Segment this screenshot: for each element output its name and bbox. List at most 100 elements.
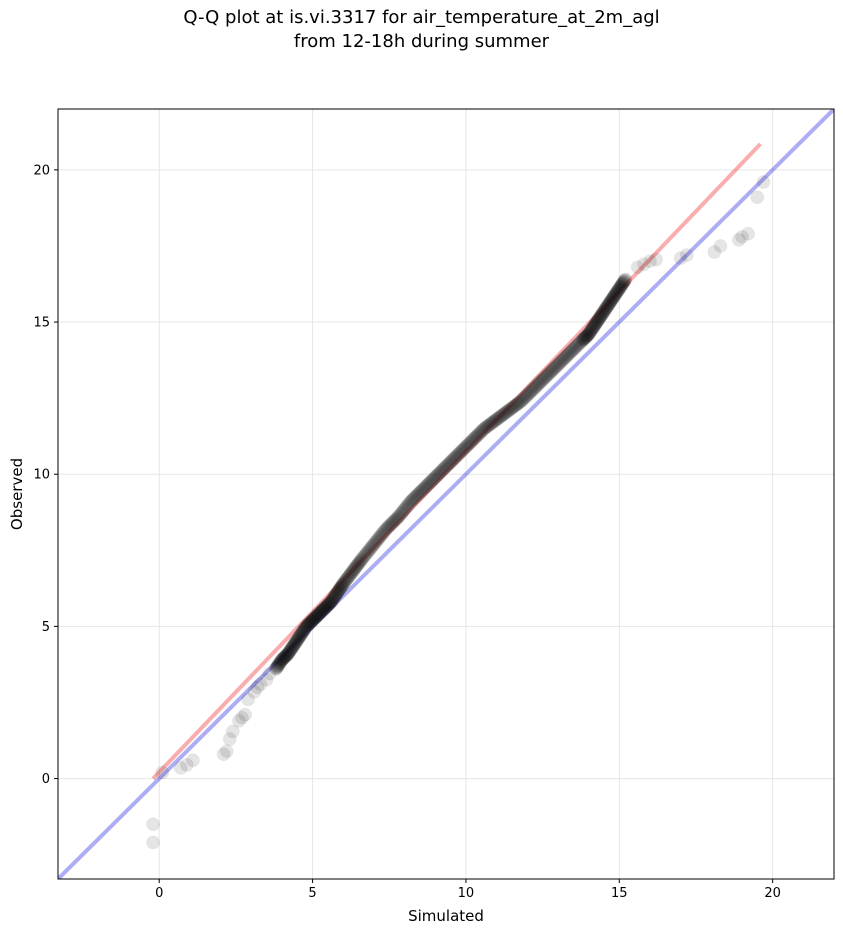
qq-point: [442, 456, 457, 471]
qq-point: [741, 226, 756, 241]
qq-point: [523, 384, 538, 399]
qq-point: [338, 573, 353, 588]
qq-point: [463, 435, 478, 450]
qq-point: [611, 282, 626, 297]
qq-point: [288, 636, 303, 651]
qq-point: [584, 322, 599, 337]
qq-point: [608, 286, 623, 301]
qq-point: [297, 622, 312, 636]
qq-point: [330, 585, 345, 600]
qq-point: [438, 459, 453, 474]
qq-point: [585, 321, 600, 336]
qq-point: [408, 489, 423, 504]
qq-point: [279, 648, 294, 663]
qq-point: [346, 563, 361, 578]
qq-point: [615, 277, 630, 291]
qq-point: [556, 352, 571, 367]
qq-point: [561, 347, 576, 362]
qq-point: [327, 589, 342, 604]
qq-point: [707, 245, 722, 260]
qq-point: [601, 297, 616, 312]
qq-point: [425, 472, 440, 487]
qq-point: [299, 620, 314, 635]
qq-point: [595, 306, 610, 321]
qq-point: [465, 433, 480, 448]
qq-point: [323, 595, 338, 610]
qq-point: [225, 724, 240, 739]
qq-point: [576, 332, 591, 347]
qq-point: [330, 584, 345, 599]
qq-point: [283, 642, 298, 657]
qq-point: [731, 232, 746, 247]
qq-point: [299, 619, 314, 634]
axes-frame: [57, 108, 835, 880]
qq-point: [343, 567, 358, 582]
qq-point: [529, 379, 544, 394]
qq-point: [541, 367, 556, 382]
qq-point: [314, 604, 329, 619]
qq-point: [273, 654, 288, 669]
qq-point: [319, 599, 334, 614]
qq-point: [275, 652, 290, 666]
qq-point: [320, 598, 335, 613]
qq-point: [630, 260, 645, 275]
qq-point: [179, 757, 194, 772]
qq-point: [456, 442, 471, 457]
qq-point: [315, 603, 330, 618]
qq-point: [273, 655, 288, 670]
x-tick-label: 20: [764, 886, 781, 901]
qq-point: [586, 319, 601, 334]
qq-point: [536, 371, 551, 386]
qq-point: [596, 305, 611, 320]
qq-point: [294, 627, 309, 642]
qq-point: [349, 559, 364, 574]
qq-point: [320, 598, 335, 613]
qq-point: [479, 420, 494, 435]
qq-point: [548, 360, 563, 375]
qq-point: [302, 616, 317, 631]
qq-point: [542, 366, 557, 381]
qq-point: [464, 434, 479, 449]
qq-point: [327, 589, 342, 604]
qq-point: [418, 479, 433, 494]
qq-point: [507, 399, 522, 414]
qq-point: [579, 329, 594, 344]
qq-point: [426, 472, 441, 486]
qq-point: [451, 447, 466, 462]
qq-point: [380, 520, 395, 535]
qq-point: [291, 630, 306, 645]
qq-point: [416, 481, 431, 496]
qq-point: [522, 385, 537, 400]
qq-point: [316, 602, 331, 617]
y-axis-ticks: 0 5 10 15 20: [33, 163, 58, 787]
qq-point: [610, 284, 625, 299]
qq-point: [271, 657, 286, 672]
qq-point: [415, 482, 430, 497]
qq-point: [270, 660, 285, 675]
qq-point: [216, 747, 231, 762]
qq-point: [350, 557, 365, 572]
qq-point: [544, 363, 559, 378]
qq-point: [482, 417, 497, 432]
qq-point: [516, 391, 531, 406]
qq-point: [588, 316, 603, 331]
qq-point: [649, 252, 664, 267]
qq-point: [606, 290, 621, 305]
qq-point: [478, 420, 493, 435]
qq-point: [458, 439, 473, 454]
qq-point: [450, 448, 465, 463]
qq-point: [598, 302, 613, 317]
qq-point: [608, 287, 623, 302]
qq-point: [504, 401, 519, 416]
x-tick-label: 0: [155, 886, 163, 901]
y-tick-label: 0: [42, 772, 50, 787]
qq-point: [393, 507, 408, 522]
qq-point: [417, 480, 432, 495]
qq-point: [590, 313, 605, 328]
qq-point: [327, 590, 342, 605]
qq-point: [302, 616, 317, 631]
qq-point: [337, 575, 352, 590]
qq-point: [617, 274, 632, 289]
qq-point: [612, 280, 627, 295]
qq-point: [423, 475, 438, 490]
